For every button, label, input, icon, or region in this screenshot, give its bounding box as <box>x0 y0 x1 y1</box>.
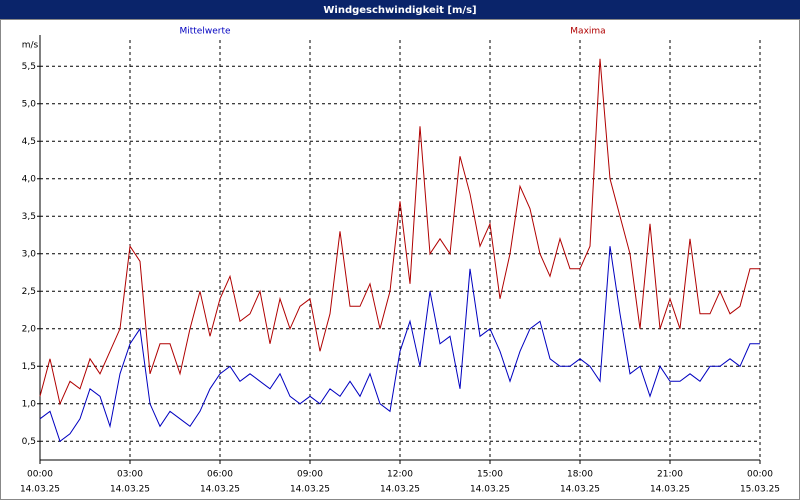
x-tick-date: 14.03.25 <box>200 485 240 495</box>
title-bar <box>0 0 800 19</box>
x-tick-label: 00:00 <box>747 470 773 480</box>
frame <box>0 19 800 500</box>
y-tick-label: 1,0 <box>22 399 37 409</box>
x-tick-date: 14.03.25 <box>110 485 150 495</box>
chart-title: Windgeschwindigkeit [m/s] <box>323 5 476 16</box>
x-tick-date: 14.03.25 <box>650 485 690 495</box>
y-tick-label: 3,5 <box>22 212 36 222</box>
x-tick-date: 15.03.25 <box>740 485 780 495</box>
x-tick-label: 21:00 <box>657 470 683 480</box>
x-tick-date: 14.03.25 <box>380 485 420 495</box>
series-line <box>39 58 760 406</box>
y-tick-label: 4,5 <box>22 137 36 147</box>
y-axis-label: m/s <box>22 41 39 51</box>
x-tick-label: 09:00 <box>297 470 323 480</box>
x-tick-label: 00:00 <box>27 470 53 480</box>
y-tick-label: 2,5 <box>22 287 36 297</box>
x-tick-label: 12:00 <box>387 470 413 480</box>
legend-label: Mittelwerte <box>179 27 230 37</box>
x-tick-date: 14.03.25 <box>290 485 330 495</box>
x-tick-label: 03:00 <box>117 470 143 480</box>
x-tick-label: 06:00 <box>207 470 233 480</box>
series-line <box>39 246 760 443</box>
x-tick-label: 18:00 <box>567 470 593 480</box>
x-tick-date: 14.03.25 <box>470 485 510 495</box>
legend-label: Maxima <box>570 27 605 37</box>
y-tick-label: 2,0 <box>22 324 37 334</box>
y-tick-label: 4,0 <box>22 174 37 184</box>
y-tick-label: 3,0 <box>22 249 37 259</box>
y-tick-label: 5,0 <box>22 99 37 109</box>
y-tick-label: 0,5 <box>22 437 36 447</box>
y-tick-label: 1,5 <box>22 362 36 372</box>
x-tick-label: 15:00 <box>477 470 503 480</box>
x-tick-date: 14.03.25 <box>20 485 60 495</box>
x-tick-date: 14.03.25 <box>560 485 600 495</box>
y-tick-label: 5,5 <box>22 62 36 72</box>
